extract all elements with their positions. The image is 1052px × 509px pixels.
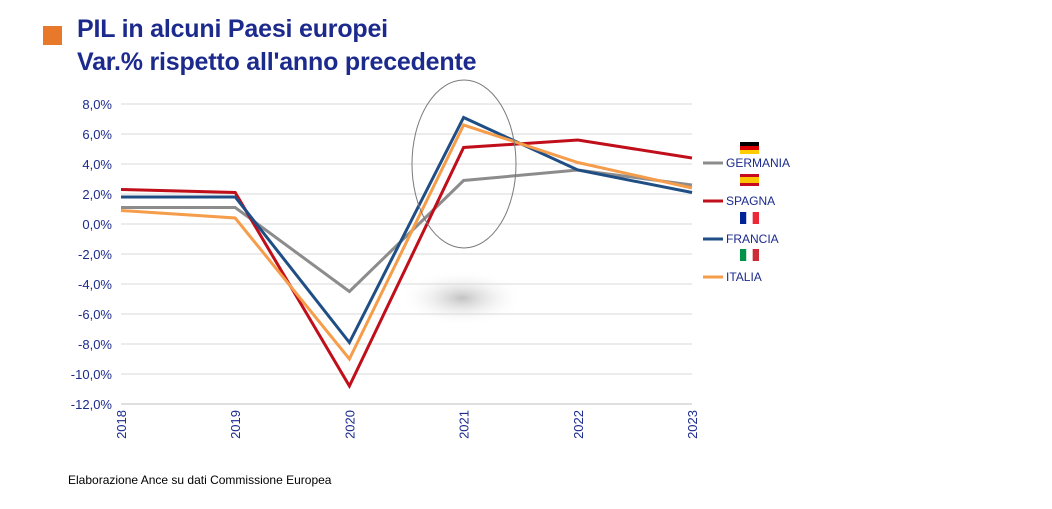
flag-stripe (752, 249, 759, 261)
y-tick-label: -6,0% (78, 307, 112, 322)
legend-label-spagna: SPAGNA (726, 194, 775, 208)
chart-title: PIL in alcuni Paesi europei (77, 15, 388, 43)
flag-stripe (740, 150, 759, 154)
x-tick-label: 2019 (228, 410, 243, 439)
flag-stripe (740, 146, 759, 150)
y-tick-label: -8,0% (78, 337, 112, 352)
flag-stripe (740, 212, 747, 224)
flag-stripe (740, 249, 747, 261)
flag-germany-icon (740, 142, 759, 154)
flag-stripe (740, 174, 759, 177)
y-tick-label: -2,0% (78, 247, 112, 262)
highlight-ellipse-2021 (411, 79, 517, 249)
y-tick-label: 2,0% (82, 187, 112, 202)
y-tick-label: 4,0% (82, 157, 112, 172)
chart-subtitle: Var.% rispetto all'anno precedente (77, 48, 477, 76)
flag-france-icon (740, 212, 759, 224)
flag-italy-icon (740, 249, 759, 261)
flag-spain-icon (740, 174, 759, 186)
legend-label-italia: ITALIA (726, 270, 762, 284)
x-tick-label: 2021 (457, 410, 472, 439)
y-tick-label: 0,0% (82, 217, 112, 232)
title-marker (43, 26, 62, 45)
x-tick-label: 2023 (685, 410, 700, 439)
x-tick-label: 2022 (571, 410, 586, 439)
x-tick-label: 2018 (114, 410, 129, 439)
y-tick-label: 6,0% (82, 127, 112, 142)
legend-label-francia: FRANCIA (726, 232, 779, 246)
flag-stripe (746, 249, 753, 261)
flag-stripe (746, 212, 753, 224)
flag-stripe (740, 183, 759, 186)
flag-stripe (752, 212, 759, 224)
y-tick-label: 8,0% (82, 97, 112, 112)
legend-label-germania: GERMANIA (726, 156, 790, 170)
series-line-italia (120, 123, 693, 362)
flag-stripe (740, 177, 759, 183)
source-note: Elaborazione Ance su dati Commissione Eu… (68, 473, 332, 487)
series-line-francia (121, 115, 693, 346)
y-tick-label: -12,0% (71, 397, 113, 412)
y-tick-label: -4,0% (78, 277, 112, 292)
x-tick-label: 2020 (342, 410, 357, 439)
y-tick-label: -10,0% (71, 367, 113, 382)
ellipse-shadow (400, 270, 524, 326)
series-line-spagna (120, 138, 693, 390)
flag-stripe (740, 142, 759, 146)
